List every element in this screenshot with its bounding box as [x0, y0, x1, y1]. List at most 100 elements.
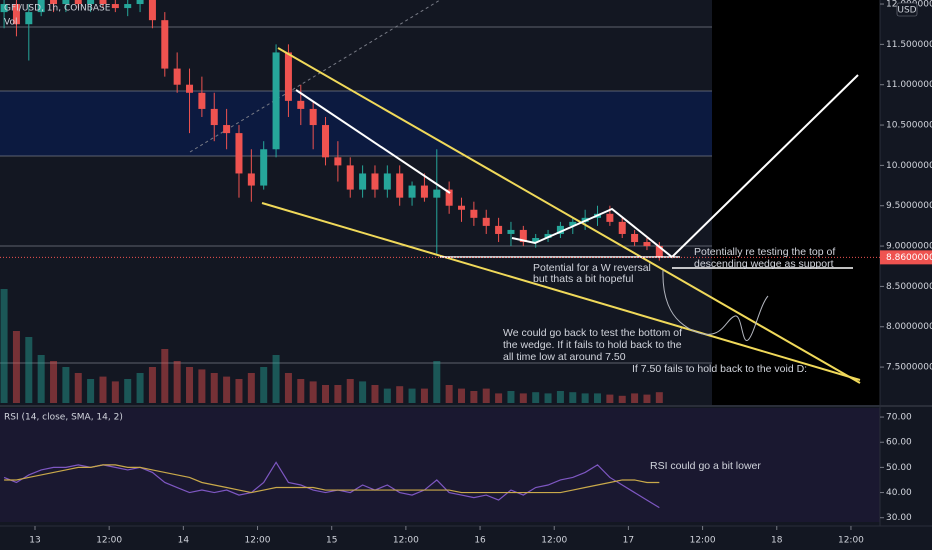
currency: USD — [897, 6, 916, 16]
candle-body — [396, 173, 404, 198]
volume-bar — [519, 393, 527, 403]
candle-body — [25, 12, 33, 25]
volume-bar — [556, 391, 564, 403]
rsi-band — [0, 408, 880, 522]
candle-body — [62, 0, 70, 5]
candle-body — [284, 52, 292, 101]
volume-bar — [322, 385, 330, 403]
x-tick-label: 15 — [326, 536, 337, 546]
y-tick-label: 8.50000000 — [886, 282, 932, 292]
volume-bar — [136, 373, 144, 403]
volume-bar — [37, 355, 45, 403]
candle-body — [445, 189, 453, 206]
trend-white — [295, 89, 451, 194]
y-tick-label: 50.00 — [886, 463, 912, 473]
volume-bar — [383, 388, 391, 403]
volume-bar — [12, 331, 20, 403]
candle-body — [74, 0, 82, 5]
rsi-line — [3, 461, 660, 509]
candle-body — [12, 4, 20, 25]
candles — [0, 0, 663, 261]
annotation: the wedge. If it fails to hold back to t… — [503, 339, 682, 351]
candle-body — [420, 185, 428, 198]
volume-bar — [643, 394, 651, 403]
y-tick-label: 70.00 — [886, 413, 912, 423]
candle-body — [643, 242, 651, 247]
y-tick-label: 9.00000000 — [886, 242, 932, 252]
volume-bar — [420, 388, 428, 403]
volume — [0, 289, 663, 403]
volume-bar — [371, 385, 379, 403]
wedge-top — [277, 47, 861, 384]
candle-body — [655, 246, 663, 258]
candle-body — [383, 173, 391, 190]
candle-body — [507, 229, 515, 234]
y-tick-label: 10.50000000 — [886, 121, 932, 131]
candle-body — [247, 173, 255, 186]
volume-bar — [359, 381, 367, 403]
annotation: descending wedge as support — [694, 258, 834, 270]
y-tick-label: 10.00000000 — [886, 161, 932, 171]
volume-bar — [532, 392, 540, 403]
annotation: Potentially re testing the top of — [694, 246, 835, 258]
volume-bar — [124, 379, 132, 403]
candle-body — [631, 233, 639, 243]
volume-bar — [247, 373, 255, 403]
volume-bar — [346, 379, 354, 403]
candle-body — [198, 92, 206, 109]
annotation: all time low at around 7.50 — [503, 351, 626, 363]
candle-body — [186, 84, 194, 93]
y-tick-label: 11.00000000 — [886, 80, 932, 90]
candle-body — [532, 237, 540, 243]
volume-bar — [618, 395, 626, 403]
volume-bar — [186, 367, 194, 403]
candle-body — [470, 209, 478, 218]
volume-bar — [62, 367, 70, 403]
w-pattern — [511, 74, 859, 259]
candle-body — [606, 213, 614, 222]
annotation: We could go back to test the bottom of — [503, 327, 682, 339]
candle-body — [87, 0, 95, 5]
y-tick-label: 60.00 — [886, 438, 912, 448]
volume-bar — [433, 361, 441, 403]
volume-bar — [50, 361, 58, 403]
candle-body — [482, 217, 490, 226]
candle-body — [99, 0, 107, 5]
candle-body — [544, 233, 552, 238]
annotation: RSI could go a bit lower — [650, 460, 761, 472]
x-tick-label: 14 — [178, 536, 190, 546]
volume-bar — [161, 349, 169, 403]
levels — [0, 26, 712, 364]
volume-label: Vol — [4, 18, 17, 28]
x-tick-label: 18 — [771, 536, 783, 546]
wedge-bottom — [261, 202, 861, 381]
volume-bar — [284, 373, 292, 403]
future-area — [712, 0, 880, 405]
x-tick-label: 16 — [474, 536, 486, 546]
last-price-box — [880, 250, 932, 265]
volume-bar — [470, 391, 478, 403]
candle-body — [148, 0, 156, 21]
candle-body — [569, 221, 577, 226]
x-tick-label: 12:00 — [690, 536, 716, 546]
projection — [662, 269, 769, 341]
volume-bar — [272, 355, 280, 403]
volume-bar — [655, 392, 663, 403]
candle-body — [272, 52, 280, 150]
candle-body — [359, 173, 367, 190]
candle-body — [111, 4, 119, 9]
y-tick-label: 8.00000000 — [886, 322, 932, 332]
volume-bar — [148, 367, 156, 403]
y-tick-label: 11.50000000 — [886, 40, 932, 50]
volume-bar — [458, 388, 466, 403]
candle-body — [519, 229, 527, 243]
volume-bar — [260, 367, 268, 403]
volume-bar — [74, 373, 82, 403]
x-tick-label: 13 — [29, 536, 40, 546]
x-tick-label: 17 — [623, 536, 634, 546]
volume-bar — [210, 373, 218, 403]
trend-dashed — [189, 0, 441, 153]
volume-bar — [544, 393, 552, 403]
